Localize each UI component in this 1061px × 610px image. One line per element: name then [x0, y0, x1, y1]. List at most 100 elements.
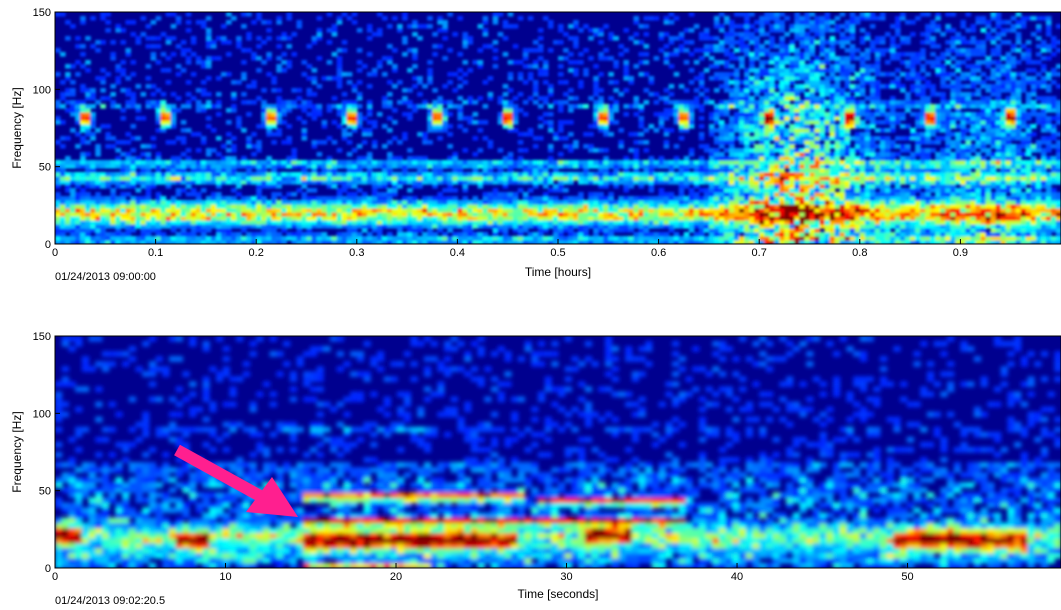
heatmap-cell [839, 192, 846, 197]
heatmap-cell [210, 40, 217, 45]
heatmap-cell [779, 124, 785, 129]
heatmap-cell [537, 68, 544, 73]
heatmap-cell [688, 192, 695, 197]
heatmap-cell [658, 176, 665, 181]
heatmap-cell [341, 120, 348, 125]
heatmap-cell [809, 148, 816, 153]
heatmap-cell [563, 160, 569, 165]
heatmap-cell [412, 32, 418, 37]
heatmap-cell [839, 232, 846, 237]
heatmap-cell [668, 220, 675, 225]
heatmap-cell [442, 160, 448, 165]
heatmap-cell [422, 100, 428, 105]
heatmap-cell [256, 216, 262, 221]
heatmap-cell [140, 32, 147, 37]
heatmap-cell [799, 128, 806, 133]
heatmap-cell [653, 236, 660, 241]
heatmap-cell [744, 148, 750, 153]
heatmap-cell [366, 224, 373, 229]
heatmap-cell [397, 220, 403, 225]
heatmap-cell [739, 208, 745, 213]
heatmap-cell [65, 156, 71, 161]
heatmap-cell [271, 220, 277, 225]
heatmap-cell [296, 104, 303, 109]
heatmap-cell [613, 220, 619, 225]
heatmap-cell [739, 176, 745, 181]
heatmap-cell [718, 48, 725, 53]
heatmap-cell [734, 232, 740, 237]
heatmap-cell [517, 224, 524, 229]
heatmap-cell [397, 28, 403, 33]
heatmap-cell [356, 124, 363, 129]
heatmap-cell [764, 108, 770, 113]
heatmap-cell [744, 132, 750, 137]
heatmap-cell [824, 40, 831, 45]
heatmap-cell [311, 196, 318, 201]
heatmap-cell [739, 148, 745, 153]
heatmap-cell [266, 36, 272, 41]
heatmap-cell [764, 200, 770, 205]
heatmap-cell [150, 20, 157, 25]
heatmap-cell [542, 80, 549, 85]
heatmap-cell [326, 28, 333, 33]
heatmap-cell [814, 240, 821, 244]
heatmap-cell [65, 36, 71, 41]
heatmap-cell [397, 232, 403, 237]
heatmap-cell [120, 72, 127, 77]
heatmap-cell [814, 64, 821, 69]
heatmap-cell [457, 84, 464, 89]
heatmap-cell [90, 16, 96, 21]
heatmap-cell [593, 220, 599, 225]
heatmap-cell [814, 176, 821, 181]
heatmap-cell [75, 144, 81, 149]
heatmap-cell [155, 196, 162, 201]
heatmap-cell [427, 228, 433, 233]
heatmap-cell [618, 164, 624, 169]
heatmap-cell [769, 24, 775, 29]
heatmap-cell [231, 220, 237, 225]
heatmap-cell [210, 128, 217, 133]
heatmap-cell [452, 32, 458, 37]
heatmap-cell [739, 188, 745, 193]
heatmap-cell [497, 236, 504, 241]
heatmap-cell [427, 164, 433, 169]
heatmap-cell [361, 220, 368, 225]
heatmap-cell [271, 80, 277, 85]
heatmap-cell [135, 200, 142, 205]
heatmap-cell [729, 168, 735, 173]
heatmap-cell [698, 236, 705, 241]
heatmap-cell [754, 200, 760, 205]
heatmap-cell [90, 160, 96, 165]
heatmap-cell [286, 36, 293, 41]
heatmap-cell [718, 152, 725, 157]
heatmap-cell [517, 172, 524, 177]
heatmap-cell [190, 168, 197, 173]
heatmap-cell [261, 176, 267, 181]
heatmap-cell [115, 180, 121, 185]
heatmap-cell [336, 192, 343, 197]
heatmap-cell [442, 208, 448, 213]
heatmap-cell [497, 112, 504, 117]
heatmap-cell [809, 12, 816, 17]
heatmap-cell [271, 180, 277, 185]
heatmap-cell [180, 204, 187, 209]
heatmap-cell [477, 204, 484, 209]
heatmap-cell [341, 212, 348, 217]
heatmap-cell [346, 220, 353, 225]
heatmap-cell [175, 232, 182, 237]
heatmap-cell [482, 180, 489, 185]
heatmap-cell [603, 48, 609, 53]
heatmap-cell [145, 76, 152, 81]
heatmap-cell [427, 112, 433, 117]
heatmap-cell [774, 220, 780, 225]
heatmap-cell [784, 100, 790, 105]
heatmap-cell [175, 64, 182, 69]
heatmap-cell [563, 92, 569, 97]
heatmap-cell [809, 36, 816, 41]
heatmap-cell [301, 120, 308, 125]
heatmap-cell [407, 104, 413, 109]
heatmap-cell [512, 180, 519, 185]
heatmap-cell [376, 64, 383, 69]
heatmap-cell [321, 124, 328, 129]
heatmap-cell [774, 188, 780, 193]
